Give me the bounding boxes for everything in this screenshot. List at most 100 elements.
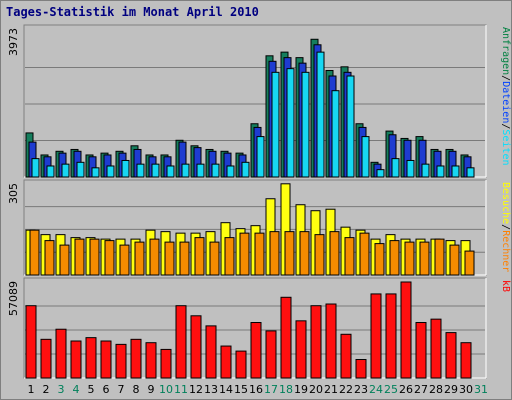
middle-bar-rechner [449,244,460,276]
middle-bar-rechner [314,234,325,276]
top-bar-seiten [31,158,40,178]
x-tick-label: 29 [444,383,458,396]
bottom-bar-kb [340,333,352,379]
middle-legend-item: Rechner [500,230,511,272]
x-tick-label: 13 [204,383,218,396]
bottom-bar-kb [85,337,97,379]
top-y-max-label: 3973 [7,28,20,56]
top-bar-seiten [181,163,190,178]
top-bar-seiten [451,165,460,178]
x-tick-label: 11 [174,383,188,396]
top-bar-seiten [46,165,55,178]
bottom-bar-kb [220,345,232,379]
top-legend: Anfragen/Dateien/Seiten [500,27,511,166]
top-bar-seiten [226,165,235,178]
x-tick-label: 18 [279,383,293,396]
x-tick-label: 12 [189,383,203,396]
bottom-bar-kb [160,348,172,379]
top-legend-separator: / [500,75,511,81]
middle-bar-rechner [209,241,220,276]
middle-bar-rechner [104,240,115,276]
x-tick-label: 19 [294,383,308,396]
bottom-bar-kb [415,322,427,379]
bottom-bar-kb [265,330,277,379]
top-legend-item: Seiten [500,129,511,165]
bottom-bar-kb [385,293,397,379]
x-tick-label: 3 [58,383,65,396]
top-bar-seiten [436,165,445,178]
middle-bar-rechner [74,238,85,276]
x-tick-label: 24 [369,383,383,396]
bottom-bar-kb [235,350,247,379]
middle-bar-rechner [389,240,400,276]
x-tick-label: 23 [354,383,368,396]
x-tick-label: 27 [414,383,428,396]
middle-legend: Besuche/Rechner [500,182,511,272]
top-bar-seiten [331,90,340,178]
bottom-bar-kb [25,305,37,379]
x-tick-label: 10 [159,383,173,396]
top-legend-item: Anfragen [500,27,511,75]
middle-bar-rechner [344,237,355,276]
middle-bar-rechner [419,241,430,276]
middle-y-max-label: 305 [7,183,20,204]
bottom-bar-kb [70,340,82,379]
middle-bar-rechner [119,244,130,276]
middle-bar-rechner [269,231,280,276]
bottom-bar-kb [205,325,217,379]
middle-bar-rechner [164,241,175,276]
middle-bar-rechner [239,232,250,276]
middle-bar-rechner [44,240,55,276]
bottom-bar-kb [250,322,262,379]
top-bar-seiten [166,165,175,178]
top-bar-seiten [376,169,385,178]
bottom-y-max-label: 57089 [7,281,20,316]
x-tick-label: 1 [28,383,35,396]
bottom-bar-kb [115,343,127,379]
x-tick-label: 5 [88,383,95,396]
x-tick-label: 26 [399,383,413,396]
top-legend-separator: / [500,123,511,129]
middle-bar-rechner [299,231,310,276]
bottom-bar-kb [295,320,307,379]
bottom-bar-kb [445,332,457,379]
middle-bar-rechner [359,232,370,276]
bottom-bar-kb [460,342,472,379]
x-tick-label: 28 [429,383,443,396]
top-bar-seiten [391,158,400,178]
top-bar-seiten [301,71,310,178]
middle-bar-rechner [434,238,445,276]
top-bar-seiten [211,163,220,178]
x-tick-label: 8 [133,383,140,396]
middle-legend-separator: / [500,224,511,230]
middle-legend-item: Besuche [500,182,511,224]
x-tick-label: 2 [43,383,50,396]
middle-bar-rechner [194,237,205,276]
middle-bar-rechner [329,231,340,276]
top-bar-seiten [361,136,370,178]
top-bar-seiten [271,71,280,178]
top-bar-seiten [316,51,325,178]
middle-bar-rechner [134,241,145,276]
x-tick-label: 22 [339,383,353,396]
middle-bar-rechner [59,244,70,276]
middle-bar-rechner [224,237,235,276]
chart-title: Tages-Statistik im Monat April 2010 [6,5,259,19]
middle-bar-rechner [149,238,160,276]
middle-bar-rechner [464,250,475,276]
top-bar-seiten [91,167,100,178]
x-tick-label: 16 [249,383,263,396]
x-tick-label: 9 [148,383,155,396]
x-tick-label: 7 [118,383,125,396]
top-bar-seiten [106,165,115,178]
x-tick-label: 21 [324,383,338,396]
x-tick-label: 17 [264,383,278,396]
middle-bar-rechner [179,241,190,276]
x-tick-label: 14 [219,383,233,396]
top-bar-seiten [196,163,205,178]
top-bar-seiten [61,163,70,178]
bottom-bar-kb [55,328,67,379]
bottom-bar-kb [400,281,412,379]
bottom-bar-kb [370,293,382,379]
